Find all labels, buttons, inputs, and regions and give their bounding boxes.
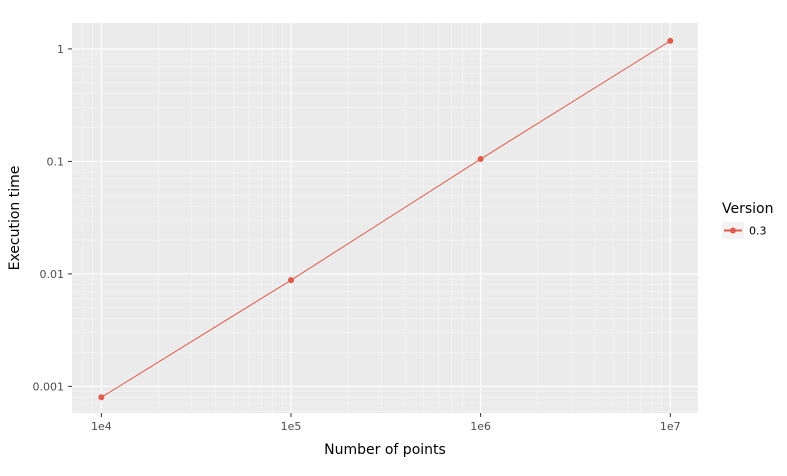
x-tick-label: 1e7	[660, 420, 681, 433]
data-point	[667, 37, 674, 44]
legend-item-label: 0.3	[749, 225, 767, 238]
legend-title: Version	[722, 201, 773, 217]
data-point	[98, 394, 105, 401]
y-tick-label: 1	[57, 43, 64, 56]
major-grid	[72, 23, 698, 413]
tick-labels: 1e4 1e5 1e6 1e7 0.001 0.01 0.1 1	[33, 43, 681, 433]
x-axis-label: Number of points	[324, 442, 446, 458]
series-layer	[98, 37, 674, 401]
x-tick-label: 1e4	[91, 420, 112, 433]
y-axis-label: Execution time	[7, 166, 23, 271]
y-tick-label: 0.001	[33, 380, 65, 393]
legend-items: 0.3	[722, 222, 767, 239]
x-tick-label: 1e5	[281, 420, 302, 433]
legend-item: 0.3	[722, 222, 767, 239]
y-tick-label: 0.01	[40, 268, 65, 281]
minor-grid	[72, 23, 698, 413]
legend-key-point	[730, 227, 736, 234]
legend: Version 0.3	[722, 201, 773, 239]
data-point	[288, 277, 295, 284]
axis-ticks	[68, 48, 671, 417]
x-tick-label: 1e6	[470, 420, 491, 433]
plot-panel	[72, 23, 698, 413]
y-tick-label: 0.1	[47, 155, 65, 168]
series-line	[101, 40, 671, 398]
data-point	[477, 156, 484, 163]
